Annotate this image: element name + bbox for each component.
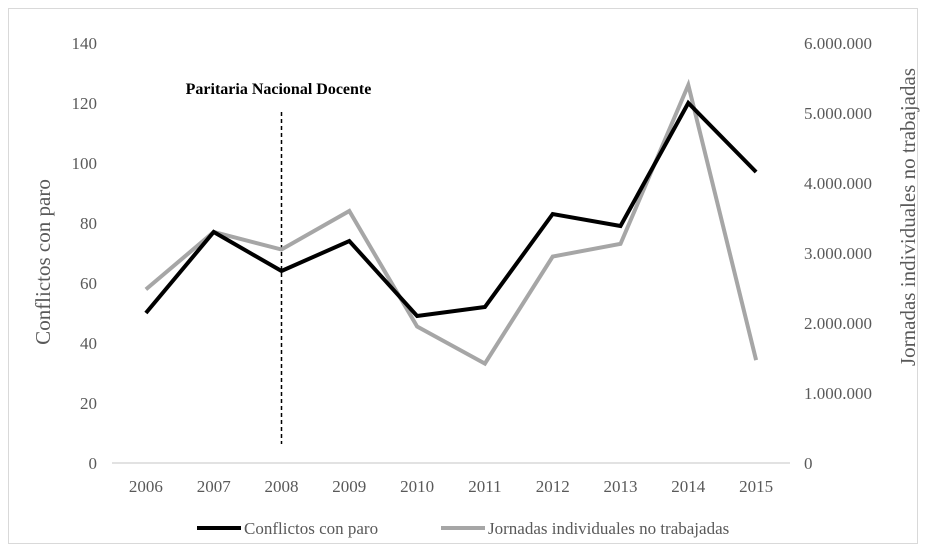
right-tick-label: 0: [804, 454, 813, 473]
series-line-conflictos: [144, 99, 758, 319]
right-axis-title: Jornadas individuales no trabajadas: [896, 68, 920, 366]
legend: Conflictos con paro Jornadas individuale…: [197, 519, 729, 538]
x-tick-label: 2015: [739, 477, 773, 496]
series-line-jornadas: [144, 78, 759, 367]
right-tick-label: 6.000.000: [804, 34, 872, 53]
x-tick-label: 2006: [129, 477, 163, 496]
x-tick-label: 2013: [604, 477, 638, 496]
left-tick-label: 40: [80, 334, 97, 353]
right-tick-label: 1.000.000: [804, 384, 872, 403]
x-tick-label: 2008: [265, 477, 299, 496]
left-tick-label: 80: [80, 214, 97, 233]
right-tick-label: 2.000.000: [804, 314, 872, 333]
x-tick-label: 2007: [197, 477, 232, 496]
x-tick-label: 2011: [468, 477, 501, 496]
right-axis-ticks: 0 1.000.000 2.000.000 3.000.000 4.000.000 5.0…: [804, 34, 872, 473]
left-tick-label: 120: [72, 94, 98, 113]
left-tick-label: 100: [72, 154, 98, 173]
right-tick-label: 4.000.000: [804, 174, 872, 193]
x-tick-label: 2010: [400, 477, 434, 496]
left-tick-label: 20: [80, 394, 97, 413]
right-tick-label: 5.000.000: [804, 104, 872, 123]
x-axis-ticks: 2006 2007 2008 2009 2010 2011 2012 2013 2014 2015: [129, 477, 773, 496]
legend-label-jornadas: Jornadas individuales no trabajadas: [488, 519, 729, 538]
left-axis-ticks: 0 20 40 60 80 100 120 140: [72, 34, 98, 473]
left-tick-label: 0: [89, 454, 98, 473]
left-axis-title: Conflictos con paro: [31, 179, 55, 345]
left-tick-label: 140: [72, 34, 98, 53]
x-tick-label: 2009: [332, 477, 366, 496]
annotation-label: Paritaria Nacional Docente: [186, 81, 372, 98]
series-layer: [144, 78, 759, 367]
x-tick-label: 2012: [536, 477, 570, 496]
legend-label-conflictos: Conflictos con paro: [244, 519, 378, 538]
right-tick-label: 3.000.000: [804, 244, 872, 263]
left-tick-label: 60: [80, 274, 97, 293]
x-tick-label: 2014: [671, 477, 706, 496]
